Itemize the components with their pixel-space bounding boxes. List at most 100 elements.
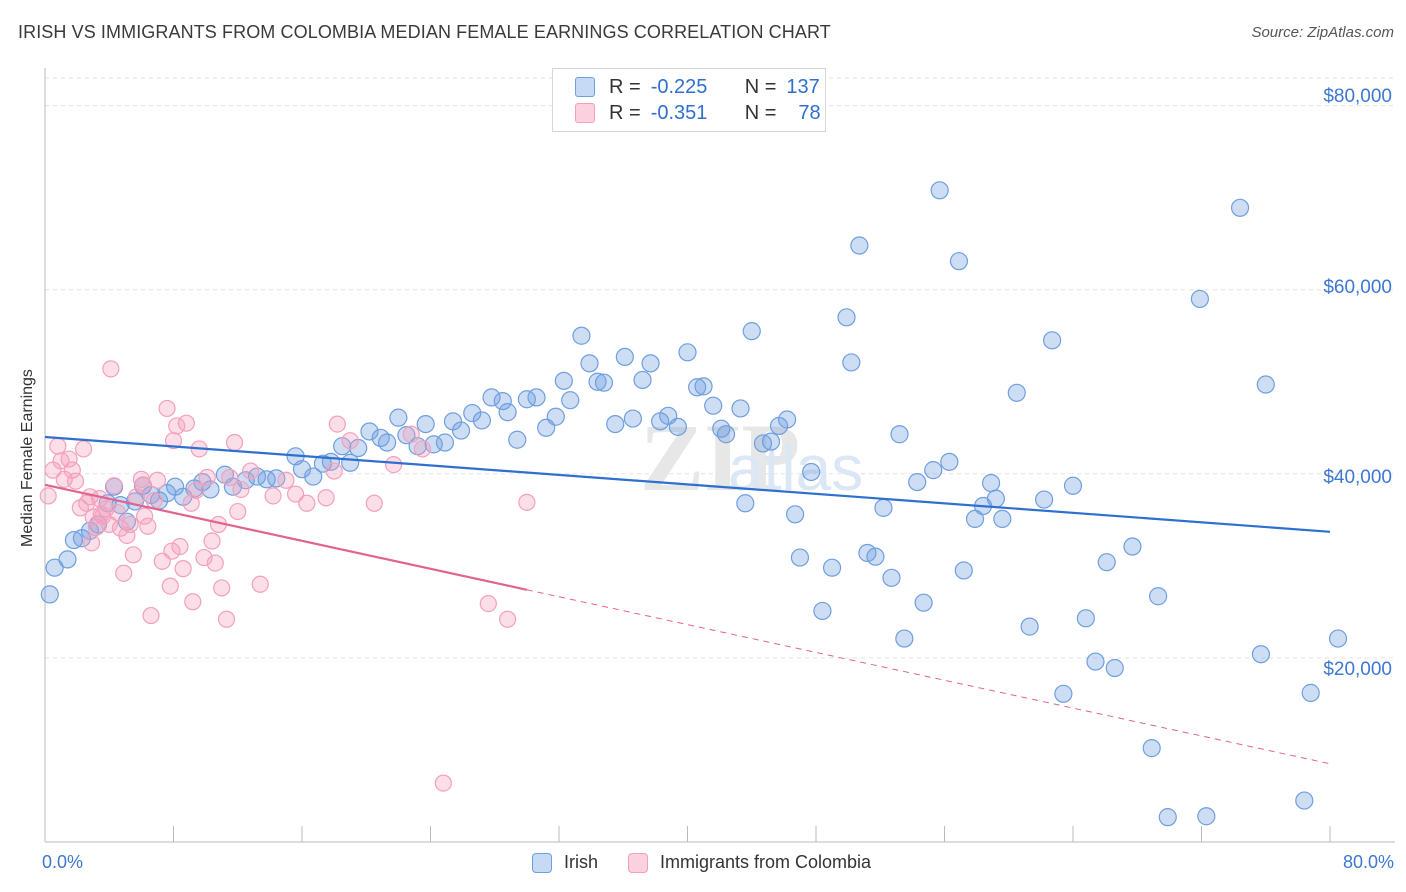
- irish-point: [822, 558, 842, 577]
- irish-point: [1251, 645, 1271, 664]
- irish-point: [940, 452, 959, 471]
- colombia-point: [413, 440, 432, 458]
- n-value: 78: [798, 101, 821, 124]
- colombia-point: [134, 476, 152, 494]
- correlation-legend: R = -0.225 N = 137 R = -0.351 N = 78: [552, 68, 826, 132]
- colombia-legend-swatch: [628, 852, 649, 873]
- irish-point: [866, 547, 885, 566]
- irish-point: [641, 354, 660, 373]
- irish-point: [668, 417, 687, 436]
- irish-point: [813, 601, 832, 621]
- irish-point: [1256, 375, 1275, 394]
- colombia-trend-extension: [526, 589, 1331, 765]
- irish-point: [837, 308, 856, 327]
- irish-point: [895, 629, 914, 648]
- irish-point: [981, 473, 1001, 493]
- colombia-point: [82, 534, 101, 552]
- irish-point: [1076, 609, 1095, 628]
- colombia-point: [328, 415, 346, 433]
- irish-point: [1149, 587, 1168, 606]
- irish-point: [965, 509, 985, 529]
- irish-point: [292, 460, 312, 479]
- irish-point: [874, 498, 893, 517]
- colombia-point: [118, 526, 136, 545]
- irish-point: [472, 411, 491, 430]
- irish-point: [416, 415, 435, 434]
- colombia-point: [39, 487, 57, 505]
- y-tick-label-40000: $40,000: [1323, 467, 1392, 488]
- colombia-point: [161, 577, 179, 595]
- irish-point: [1007, 383, 1026, 402]
- irish-point: [882, 568, 901, 587]
- colombia-point: [182, 494, 200, 512]
- colombia-point: [148, 471, 167, 489]
- colombia-point: [195, 548, 213, 567]
- irish-point: [678, 343, 697, 362]
- colombia-point: [286, 485, 305, 503]
- irish-point: [594, 373, 614, 392]
- colombia-point: [325, 462, 343, 480]
- colombia-point: [49, 437, 67, 455]
- n-label: N =: [744, 101, 777, 124]
- colombia-point: [225, 433, 244, 452]
- legend-item-colombia: Immigrants from Colombia: [628, 852, 871, 873]
- irish-swatch: [575, 77, 595, 97]
- colombia-point: [479, 594, 497, 613]
- colombia-point: [105, 477, 123, 495]
- colombia-point: [264, 487, 282, 505]
- irish-point: [424, 435, 443, 454]
- colombia-point: [402, 425, 420, 443]
- colombia-point: [142, 606, 160, 625]
- irish-point: [546, 407, 565, 426]
- irish-point: [1043, 331, 1062, 350]
- irish-point: [1105, 658, 1124, 678]
- colombia-point: [434, 774, 452, 792]
- legend-row-irish: R = -0.225 N = 137: [575, 75, 820, 99]
- irish-point: [731, 399, 750, 418]
- colombia-point: [108, 503, 126, 522]
- colombia-point: [232, 480, 250, 499]
- colombia-point: [171, 537, 189, 556]
- colombia-point: [60, 450, 78, 468]
- irish-point: [924, 461, 943, 480]
- colombia-point: [121, 515, 139, 534]
- irish-point: [1301, 683, 1320, 702]
- colombia-point: [242, 462, 260, 480]
- colombia-point: [174, 560, 192, 578]
- irish-point: [606, 415, 625, 434]
- colombia-point: [163, 542, 181, 560]
- irish-point: [482, 388, 501, 407]
- irish-point: [1054, 684, 1073, 703]
- irish-point: [842, 353, 861, 372]
- colombia-point: [221, 468, 239, 487]
- irish-point: [40, 585, 59, 604]
- irish-point: [1142, 739, 1161, 758]
- colombia-point: [187, 481, 205, 499]
- irish-trend-line: [44, 435, 1331, 533]
- colombia-point: [115, 564, 133, 582]
- colombia-point: [518, 493, 536, 511]
- colombia-point: [365, 494, 383, 512]
- irish-point: [633, 370, 652, 390]
- irish-point: [508, 430, 527, 449]
- irish-point: [1295, 791, 1314, 810]
- colombia-point: [229, 502, 247, 521]
- r-label: R =: [609, 101, 641, 124]
- irish-point: [554, 371, 573, 390]
- irish-point: [371, 428, 390, 448]
- irish-point: [623, 409, 642, 428]
- irish-point: [498, 403, 517, 422]
- irish-legend-label: Irish: [564, 852, 599, 872]
- irish-point: [802, 462, 821, 482]
- irish-legend-swatch: [532, 852, 552, 873]
- colombia-point: [251, 575, 269, 593]
- chart-title: IRISH VS IMMIGRANTS FROM COLOMBIA MEDIAN…: [18, 22, 831, 42]
- colombia-point: [135, 507, 154, 525]
- colombia-point: [206, 554, 224, 572]
- colombia-point: [198, 468, 216, 487]
- colombia-point: [66, 472, 85, 490]
- irish-point: [716, 425, 736, 444]
- colombia-point: [124, 546, 142, 564]
- legend-item-irish: Irish: [532, 852, 598, 873]
- irish-point: [257, 470, 276, 489]
